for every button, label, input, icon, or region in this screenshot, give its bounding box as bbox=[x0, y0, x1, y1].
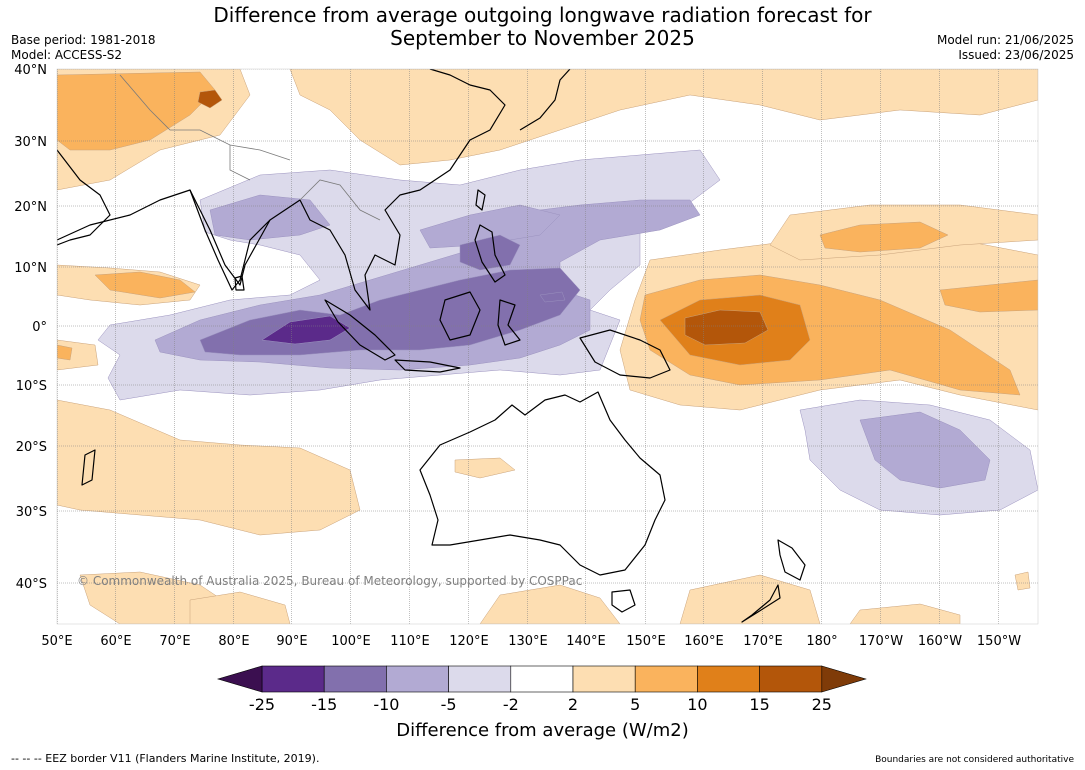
lon-label: 50°E bbox=[41, 634, 72, 649]
colorbar-segment bbox=[634, 665, 698, 693]
copyright-note: © Commonwealth of Australia 2025, Bureau… bbox=[77, 574, 582, 588]
coastlines bbox=[57, 69, 806, 623]
lat-label: 20°S bbox=[16, 440, 47, 455]
lat-label: 30°S bbox=[16, 505, 47, 520]
colorbar-tick-label: 2 bbox=[568, 695, 578, 714]
philippines-outline bbox=[474, 224, 506, 283]
lon-label: 110°E bbox=[390, 634, 430, 649]
map-frame bbox=[56, 68, 1039, 625]
colorbar-segment bbox=[697, 665, 760, 693]
india-outline bbox=[189, 189, 271, 291]
model-name: Model: ACCESS-S2 bbox=[11, 48, 123, 62]
eez-note: -- -- -- EEZ border V11 (Flanders Marine… bbox=[11, 752, 320, 765]
boundaries-note: Boundaries are not considered authoritat… bbox=[875, 755, 1074, 765]
lat-label: 40°N bbox=[14, 63, 47, 78]
madagascar-outline bbox=[81, 449, 96, 486]
latitude-labels: 40°N 30°N 20°N 10°N 0° 10°S 20°S 30°S 40… bbox=[14, 63, 47, 592]
colorbar: -25 -15 -10 -5 -2 2 5 10 15 25 bbox=[216, 665, 867, 714]
australia-outline bbox=[419, 391, 666, 576]
lon-label: 70°E bbox=[159, 634, 190, 649]
colorbar-tick-label: -15 bbox=[311, 695, 337, 714]
taiwan-outline bbox=[475, 189, 486, 211]
meta-right: Model run: 21/06/2025 Issued: 23/06/2025 bbox=[937, 33, 1074, 63]
colorbar-segment bbox=[386, 665, 449, 693]
lat-label: 30°N bbox=[14, 135, 47, 150]
lat-label: 20°N bbox=[14, 200, 47, 215]
sulawesi-outline bbox=[497, 299, 521, 346]
base-period: Base period: 1981-2018 bbox=[11, 33, 156, 47]
lon-label: 80°E bbox=[218, 634, 249, 649]
colorbar-tick-label: -2 bbox=[503, 695, 519, 714]
colorbar-label: Difference from average (W/m2) bbox=[396, 720, 689, 741]
lon-label: 60°E bbox=[100, 634, 131, 649]
arabia-outline bbox=[57, 149, 111, 246]
lat-label: 10°N bbox=[14, 261, 47, 276]
colorbar-segment bbox=[510, 665, 574, 693]
lon-label: 170°W bbox=[859, 634, 903, 649]
tasmania-outline bbox=[611, 589, 636, 613]
sumatra-outline bbox=[324, 299, 396, 361]
colorbar-tick-label: -10 bbox=[373, 695, 399, 714]
title-line-1: Difference from average outgoing longwav… bbox=[213, 3, 872, 27]
colorbar-max-arrow bbox=[821, 665, 867, 693]
lon-label: 150°W bbox=[977, 634, 1021, 649]
colorbar-tick-label: 25 bbox=[812, 695, 832, 714]
lon-label: 150°E bbox=[626, 634, 666, 649]
colorbar-segment bbox=[572, 665, 636, 693]
model-run: Model run: 21/06/2025 bbox=[936, 33, 1074, 47]
borders bbox=[119, 74, 381, 221]
japan-outline bbox=[519, 69, 571, 131]
nz-south-outline bbox=[741, 584, 781, 623]
positive-anomaly-areas bbox=[57, 69, 1038, 624]
lon-label: 120°E bbox=[449, 634, 489, 649]
lon-label: 170°E bbox=[743, 634, 783, 649]
colorbar-tick-label: -5 bbox=[441, 695, 457, 714]
new-guinea-outline bbox=[579, 329, 671, 379]
graticule bbox=[57, 69, 1038, 624]
colorbar-segment bbox=[323, 665, 387, 693]
colorbar-tick-label: 15 bbox=[749, 695, 769, 714]
chart-title: Difference from average outgoing longwav… bbox=[0, 4, 1085, 50]
nz-north-outline bbox=[777, 539, 806, 581]
longitude-labels: 50°E 60°E 70°E 80°E 90°E 100°E 110°E 120… bbox=[41, 634, 1021, 649]
lon-label: 140°E bbox=[566, 634, 606, 649]
negative-anomaly-areas bbox=[97, 149, 1038, 516]
lat-label: 10°S bbox=[16, 379, 47, 394]
borneo-outline bbox=[439, 291, 481, 341]
issued-date: Issued: 23/06/2025 bbox=[958, 48, 1074, 62]
java-outline bbox=[394, 359, 461, 373]
sri-lanka-outline bbox=[234, 275, 245, 291]
colorbar-min-arrow bbox=[216, 665, 263, 693]
colorbar-segment bbox=[261, 665, 325, 693]
lon-label: 90°E bbox=[276, 634, 307, 649]
lon-label: 160°W bbox=[918, 634, 962, 649]
colorbar-segment bbox=[759, 665, 823, 693]
lon-label: 100°E bbox=[331, 634, 371, 649]
colorbar-tick-label: 10 bbox=[687, 695, 707, 714]
colorbar-segment bbox=[448, 665, 512, 693]
lon-label: 130°E bbox=[508, 634, 548, 649]
meta-left: Base period: 1981-2018 Model: ACCESS-S2 bbox=[11, 33, 156, 63]
lon-label: 180° bbox=[806, 634, 837, 649]
colorbar-tick-label: -25 bbox=[249, 695, 275, 714]
lat-label: 0° bbox=[32, 320, 47, 335]
asia-mainland-outline bbox=[57, 69, 506, 311]
map-field: © Commonwealth of Australia 2025, Bureau… bbox=[57, 69, 1038, 624]
title-line-2: September to November 2025 bbox=[390, 26, 695, 50]
lat-label: 40°S bbox=[16, 577, 47, 592]
colorbar-tick-label: 5 bbox=[630, 695, 640, 714]
lon-label: 160°E bbox=[684, 634, 724, 649]
